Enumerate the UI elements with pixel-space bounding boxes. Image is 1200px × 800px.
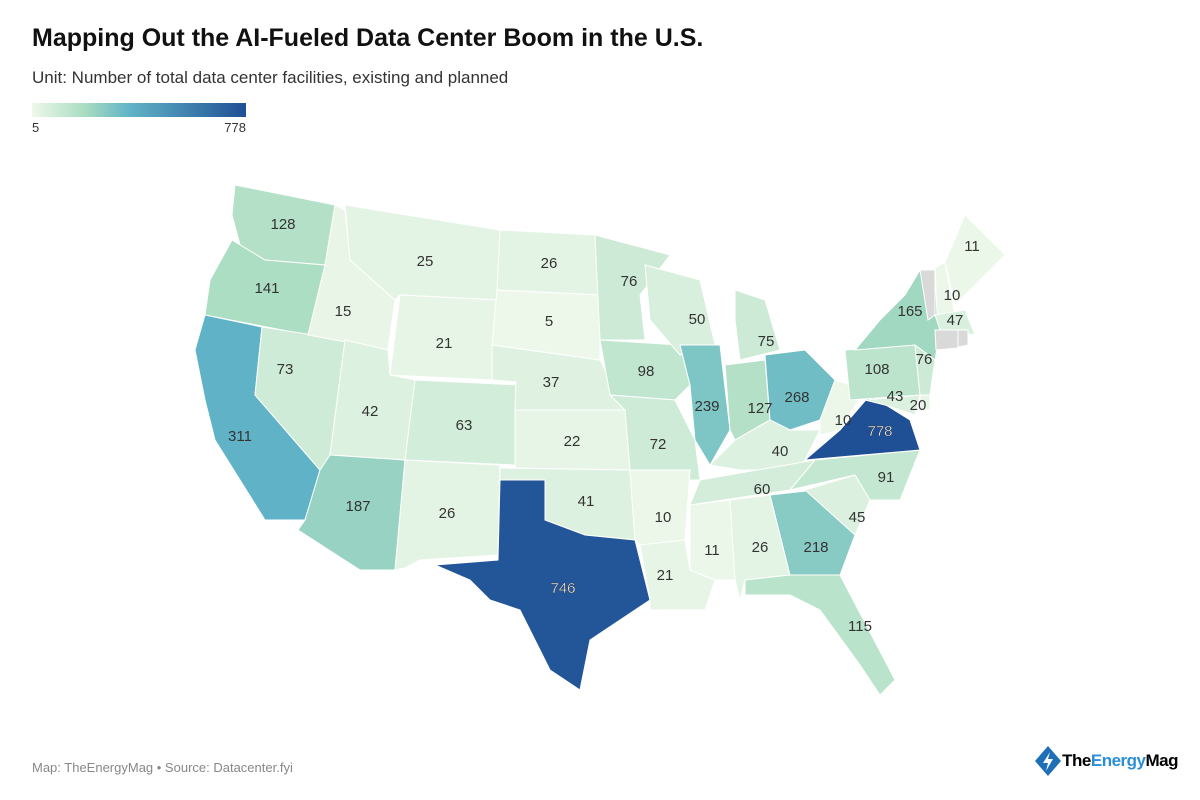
state-label-ut: 42 xyxy=(362,403,379,420)
state-nc[interactable] xyxy=(788,449,921,501)
state-label-wi: 50 xyxy=(689,311,706,328)
state-label-tx: 746 xyxy=(550,580,575,597)
lightning-diamond-icon xyxy=(1035,746,1062,776)
state-label-ks: 22 xyxy=(564,433,581,450)
state-label-mt: 25 xyxy=(417,253,434,270)
state-mn[interactable] xyxy=(594,234,671,341)
state-label-va: 778 xyxy=(867,423,892,440)
state-label-ne: 37 xyxy=(543,374,560,391)
brand-logo: The Energy Mag xyxy=(1034,744,1178,778)
state-label-ky: 40 xyxy=(772,443,789,460)
source-credit: Map: TheEnergyMag • Source: Datacenter.f… xyxy=(32,760,293,775)
legend-min: 5 xyxy=(32,120,40,135)
state-ia[interactable] xyxy=(599,339,691,401)
state-label-mn: 76 xyxy=(621,273,638,290)
state-label-ms: 11 xyxy=(704,542,720,559)
state-label-nv: 73 xyxy=(277,361,294,378)
state-va[interactable] xyxy=(803,394,921,461)
state-label-in: 127 xyxy=(747,400,772,417)
state-label-fl: 115 xyxy=(848,618,872,635)
state-label-mo: 72 xyxy=(650,436,667,453)
state-wi[interactable] xyxy=(644,264,716,356)
state-label-wa: 128 xyxy=(270,216,295,233)
map-subtitle: Unit: Number of total data center facili… xyxy=(32,68,509,87)
state-tx[interactable] xyxy=(434,479,651,691)
state-label-ma: 47 xyxy=(947,312,964,329)
color-legend: 5 778 xyxy=(32,103,246,135)
state-label-nh: 10 xyxy=(944,287,961,304)
logo-text-3: Mag xyxy=(1145,751,1179,770)
state-label-la: 21 xyxy=(657,567,674,584)
legend-max: 778 xyxy=(224,120,246,135)
state-la[interactable] xyxy=(639,539,716,611)
state-label-id: 15 xyxy=(335,303,352,320)
state-ar[interactable] xyxy=(629,469,691,546)
state-md[interactable] xyxy=(864,394,921,416)
state-label-ia: 98 xyxy=(638,363,655,380)
state-label-az: 187 xyxy=(345,498,370,515)
state-ri[interactable] xyxy=(957,329,969,348)
state-mi[interactable] xyxy=(734,289,781,361)
state-label-nj: 76 xyxy=(916,351,933,368)
state-label-il: 239 xyxy=(694,398,719,415)
state-label-md: 43 xyxy=(887,388,904,405)
state-nm[interactable] xyxy=(394,459,501,571)
state-label-pa: 108 xyxy=(864,361,889,378)
state-label-ok: 41 xyxy=(578,493,595,510)
state-label-de: 20 xyxy=(910,397,927,414)
state-label-wv: 10 xyxy=(835,412,852,429)
state-label-mi: 75 xyxy=(758,333,775,350)
state-label-oh: 268 xyxy=(784,389,809,406)
state-label-wy: 21 xyxy=(436,335,453,352)
state-label-al: 26 xyxy=(752,539,769,556)
state-label-sd: 5 xyxy=(545,313,553,330)
state-ct[interactable] xyxy=(934,329,959,351)
state-label-or: 141 xyxy=(254,280,279,297)
state-de[interactable] xyxy=(919,394,931,411)
state-label-tn: 60 xyxy=(754,481,771,498)
state-ma[interactable] xyxy=(934,309,976,336)
legend-gradient xyxy=(32,103,246,117)
state-label-ga: 218 xyxy=(803,539,828,556)
state-ms[interactable] xyxy=(689,499,736,581)
state-label-co: 63 xyxy=(456,417,473,434)
state-fl[interactable] xyxy=(744,574,896,696)
state-me[interactable] xyxy=(944,214,1006,306)
logo-text-1: The xyxy=(1062,751,1091,770)
state-label-sc: 45 xyxy=(849,509,866,526)
state-label-me: 11 xyxy=(964,238,980,255)
state-label-nd: 26 xyxy=(541,255,558,272)
map-title: Mapping Out the AI-Fueled Data Center Bo… xyxy=(32,24,704,52)
logo-text-2: Energy xyxy=(1090,751,1146,770)
state-ky[interactable] xyxy=(708,419,821,471)
state-label-nc: 91 xyxy=(878,469,895,486)
state-label-ca: 311 xyxy=(228,428,252,445)
state-label-ar: 10 xyxy=(655,509,672,526)
state-label-nm: 26 xyxy=(439,505,456,522)
state-label-ny: 165 xyxy=(897,303,922,320)
